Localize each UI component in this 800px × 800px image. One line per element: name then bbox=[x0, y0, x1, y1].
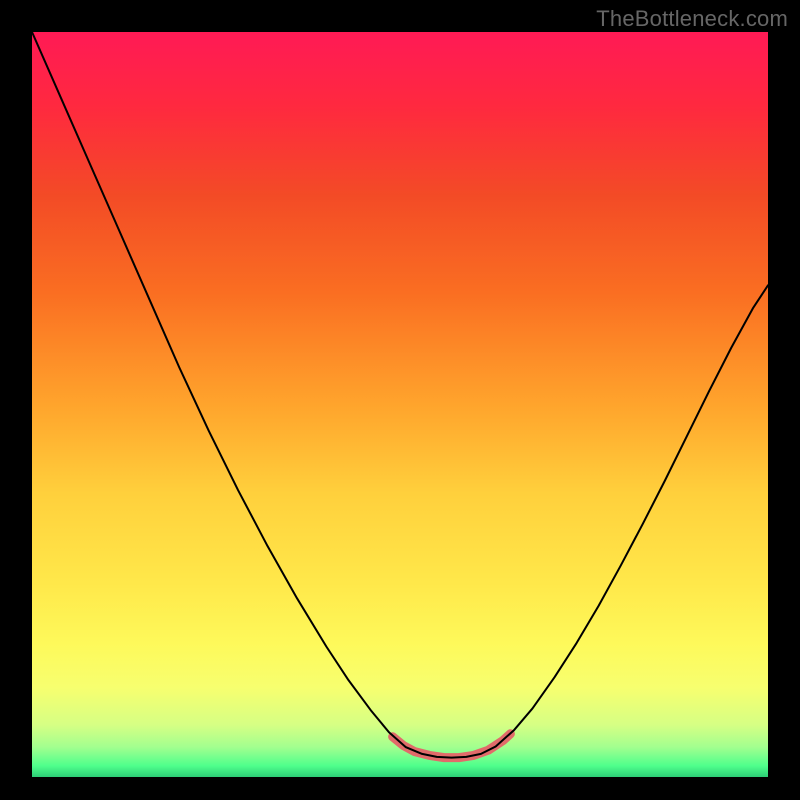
watermark-text: TheBottleneck.com bbox=[596, 6, 788, 32]
chart-container: TheBottleneck.com bbox=[0, 0, 800, 800]
bottleneck-chart bbox=[0, 0, 800, 800]
